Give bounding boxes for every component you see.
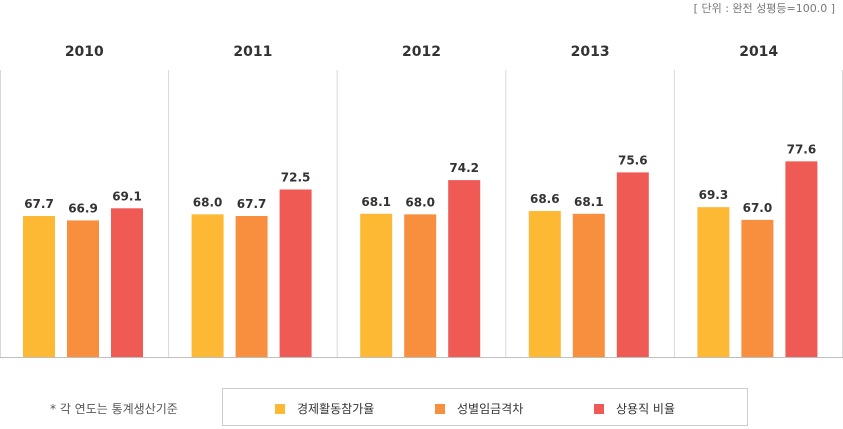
data-label-2012-series-1: 68.0 [405, 195, 435, 209]
bar-2013-series-2 [616, 172, 649, 357]
legend-swatch-wage-gap [435, 403, 445, 414]
bar-2012-series-2 [448, 180, 481, 357]
bar-2011-series-2 [279, 189, 312, 357]
data-label-2010-series-1: 66.9 [68, 201, 98, 215]
legend-label-regular-ratio: 상용직 비율 [616, 402, 676, 416]
legend-item-participation: 경제활동참가율 [275, 400, 374, 417]
data-label-2014-series-1: 67.0 [743, 201, 773, 215]
data-label-2011-series-2: 72.5 [281, 171, 311, 185]
bar-2014-series-0 [697, 207, 730, 357]
legend-swatch-regular-ratio [594, 403, 604, 414]
bar-2011-series-1 [235, 216, 268, 357]
bar-2014-series-1 [741, 219, 774, 357]
data-label-2014-series-0: 69.3 [699, 188, 729, 202]
data-label-2011-series-1: 67.7 [237, 197, 267, 211]
data-label-2013-series-0: 68.6 [530, 192, 560, 206]
unit-label: [ 단위 : 완전 성평등=100.0 ] [693, 2, 835, 15]
category-label-2014: 2014 [739, 44, 778, 60]
category-label-2010: 2010 [65, 44, 104, 60]
legend-item-wage-gap: 성별임금격차 [435, 400, 523, 417]
bar-2011-series-0 [191, 214, 224, 357]
data-label-2014-series-2: 77.6 [787, 142, 817, 156]
bar-2013-series-0 [528, 211, 561, 357]
legend-label-wage-gap: 성별임금격차 [457, 402, 524, 416]
data-label-2012-series-2: 74.2 [449, 161, 479, 175]
legend-item-regular-ratio: 상용직 비율 [594, 400, 675, 417]
bar-2014-series-2 [785, 161, 818, 357]
data-label-2010-series-0: 67.7 [24, 197, 54, 211]
bar-2010-series-2 [111, 208, 143, 357]
bar-chart: 2010 67.7 66.9 69.1 2011 68.0 67.7 72.5 2012 68.1… [0, 44, 843, 358]
data-label-2013-series-2: 75.6 [618, 153, 648, 167]
category-label-2011: 2011 [233, 44, 272, 60]
legend-swatch-participation [275, 403, 285, 414]
data-label-2012-series-0: 68.1 [361, 195, 391, 209]
bar-2013-series-1 [572, 213, 605, 357]
bar-2010-series-0 [23, 216, 55, 357]
legend-label-participation: 경제활동참가율 [297, 402, 375, 416]
data-label-2010-series-2: 69.1 [112, 189, 142, 203]
data-label-2013-series-1: 68.1 [574, 195, 604, 209]
bar-2010-series-1 [67, 220, 99, 357]
bar-2012-series-1 [404, 214, 437, 357]
bar-2012-series-0 [360, 213, 393, 357]
category-label-2013: 2013 [571, 44, 610, 60]
category-label-2012: 2012 [402, 44, 441, 60]
footnote: * 각 연도는 통계생산기준 [50, 402, 178, 416]
data-label-2011-series-0: 68.0 [193, 195, 223, 209]
legend: 경제활동참가율 성별임금격차 상용직 비율 [222, 388, 748, 426]
